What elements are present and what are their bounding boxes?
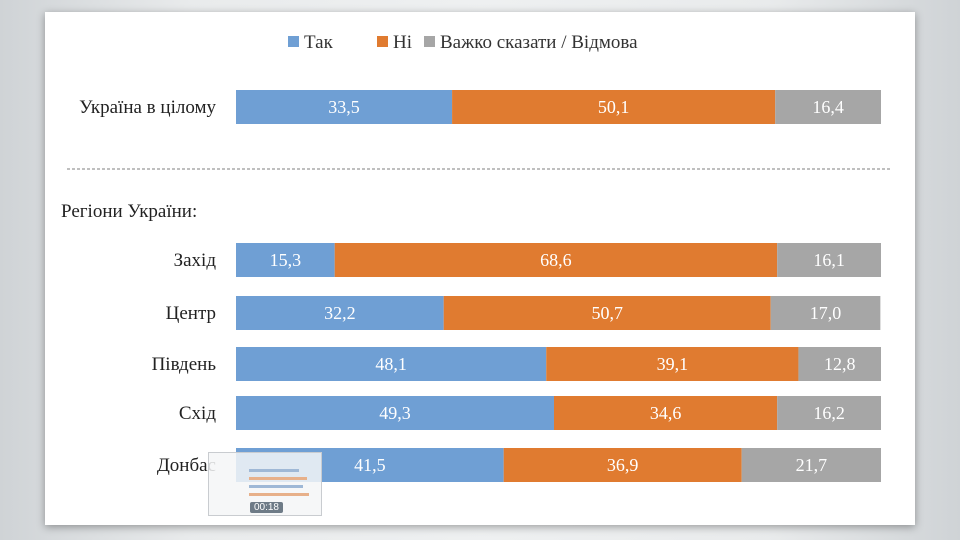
data-label: 50,1 — [598, 97, 630, 117]
section-label: Регіони України: — [61, 201, 197, 222]
bar-segment — [334, 243, 778, 277]
legend-entry: Так — [304, 32, 334, 53]
chart-card: Так Ні Важко сказати / Відмова 33,5 50,1 16,… — [45, 12, 915, 525]
data-label: 33,5 — [328, 97, 360, 117]
category-label: Центр — [166, 303, 216, 324]
legend-swatch — [377, 36, 388, 47]
category-label: Донбас — [157, 455, 216, 476]
data-label: 16,4 — [812, 97, 844, 117]
bar-segment — [741, 448, 881, 482]
bar-segment — [553, 396, 778, 430]
category-label: Південь — [152, 354, 217, 375]
bar-segment — [775, 90, 881, 124]
bar-segment — [443, 296, 771, 330]
data-label: 48,1 — [375, 354, 407, 374]
data-label: 39,1 — [657, 354, 689, 374]
thumbnail-timestamp: 00:18 — [249, 502, 283, 513]
category-label: Україна в цілому — [79, 97, 216, 118]
data-label: 15,3 — [270, 250, 302, 270]
legend: Так Ні Важко сказати / Відмова — [288, 32, 638, 53]
video-thumbnail[interactable]: 00:18 — [208, 452, 322, 516]
bar-segment — [452, 90, 776, 124]
data-label: 41,5 — [354, 455, 386, 475]
legend-swatch — [424, 36, 435, 47]
bar-segment — [236, 296, 444, 330]
bar-segment — [236, 90, 453, 124]
data-label: 50,7 — [591, 303, 623, 323]
data-label: 16,1 — [813, 250, 845, 270]
data-label: 49,3 — [379, 403, 411, 423]
bar-segment — [777, 396, 881, 430]
bars: 33,5 50,1 16,4 15,3 68,6 16,1 32,2 50,7 17,0 48,1… — [236, 90, 881, 482]
bar-segment — [236, 347, 547, 381]
data-label: 68,6 — [540, 250, 572, 270]
bar-segment — [798, 347, 881, 381]
data-label: 34,6 — [650, 403, 682, 423]
category-label: Схід — [179, 403, 216, 424]
data-label: 17,0 — [810, 303, 842, 323]
category-label: Захід — [174, 250, 217, 271]
data-label: 21,7 — [796, 455, 828, 475]
stacked-bar-chart: Так Ні Важко сказати / Відмова 33,5 50,1 16,… — [61, 32, 890, 482]
legend-entry: Ні — [393, 32, 412, 53]
category-labels: Україна в цілому Захід Центр Південь Схід Дон… — [79, 97, 216, 476]
legend-swatch — [288, 36, 299, 47]
data-label: 36,9 — [607, 455, 639, 475]
bar-segment — [546, 347, 799, 381]
legend-entry: Важко сказати / Відмова — [440, 32, 638, 53]
bar-segment — [503, 448, 742, 482]
data-label: 16,2 — [813, 403, 845, 423]
data-label: 12,8 — [824, 354, 856, 374]
data-label: 32,2 — [324, 303, 356, 323]
bar-segment — [236, 396, 554, 430]
bar-segment — [236, 243, 335, 277]
bar-segment — [770, 296, 881, 330]
bar-segment — [777, 243, 881, 277]
